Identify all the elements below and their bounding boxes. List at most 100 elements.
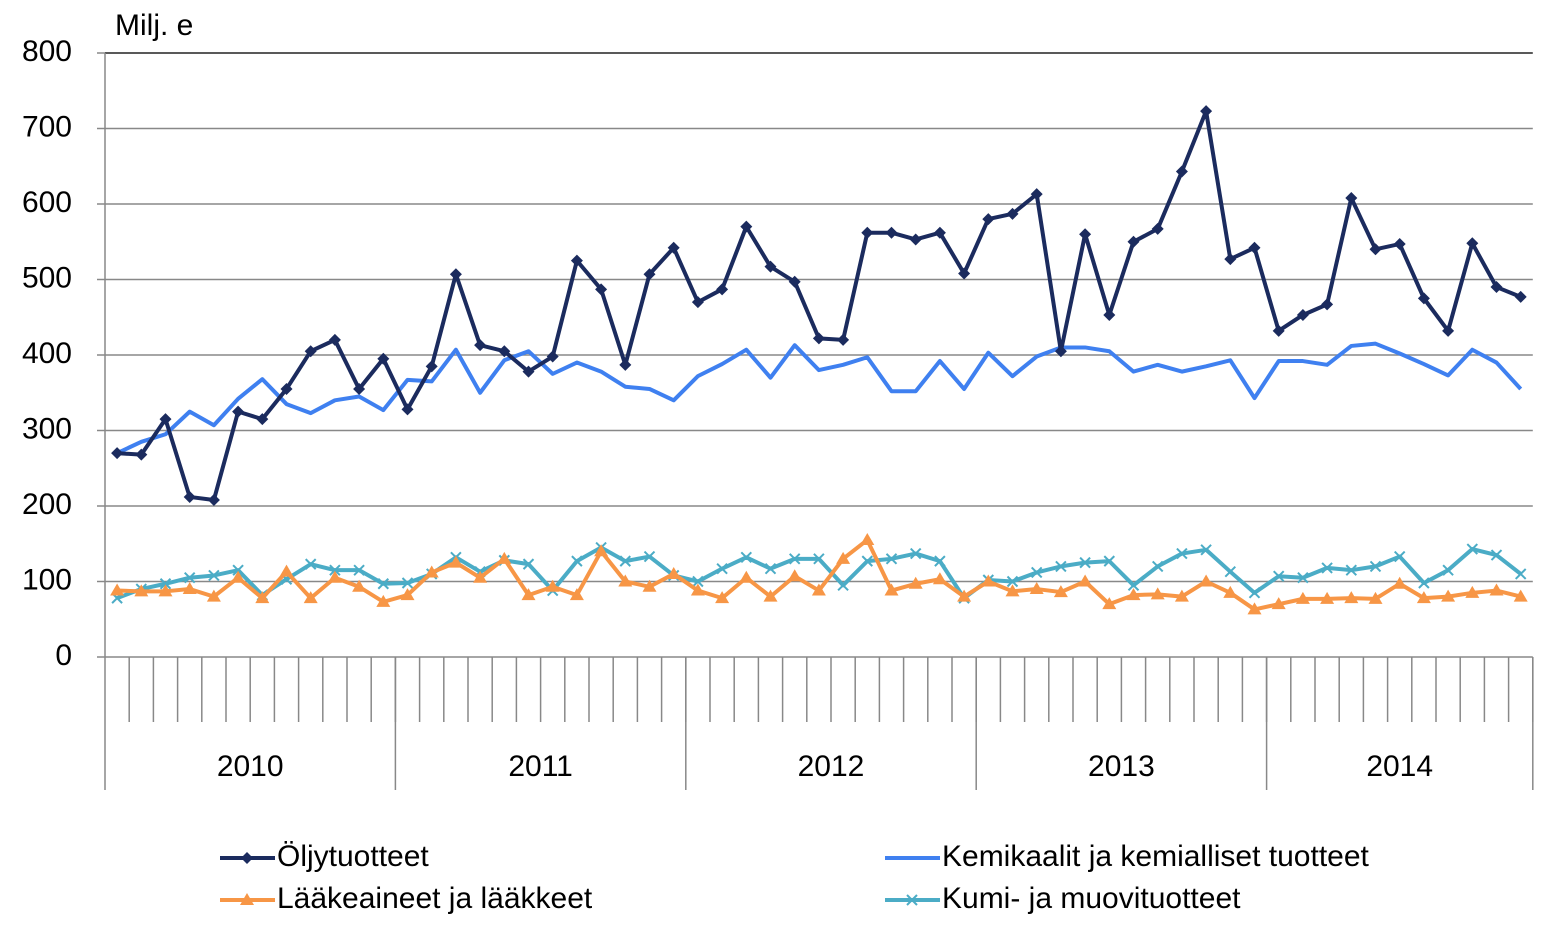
- marker: [255, 591, 270, 604]
- marker: [571, 555, 583, 567]
- marker: [1127, 579, 1140, 591]
- group-label: 2010: [217, 750, 284, 783]
- marker: [739, 570, 754, 583]
- marker: [691, 296, 704, 309]
- marker: [1345, 564, 1358, 576]
- marker: [304, 345, 317, 358]
- marker: [981, 574, 996, 587]
- marker: [643, 268, 656, 281]
- marker: [1297, 572, 1309, 584]
- marker: [1079, 556, 1091, 569]
- y-tick-label: 0: [55, 639, 72, 672]
- y-tick-label: 200: [22, 488, 72, 521]
- marker: [860, 532, 875, 545]
- marker: [1490, 281, 1503, 294]
- marker: [595, 283, 608, 296]
- marker: [982, 213, 995, 226]
- marker: [546, 350, 559, 363]
- marker: [642, 579, 657, 592]
- marker: [1345, 191, 1358, 204]
- marker: [231, 570, 246, 583]
- marker: [1029, 582, 1044, 595]
- marker: [497, 551, 512, 564]
- marker: [1247, 602, 1262, 615]
- marker: [692, 575, 704, 588]
- marker: [353, 564, 365, 576]
- group-label: 2011: [508, 750, 573, 783]
- marker: [256, 413, 269, 426]
- marker: [811, 583, 826, 596]
- marker: [135, 448, 148, 461]
- marker: [1271, 597, 1286, 610]
- marker: [932, 572, 947, 585]
- marker: [240, 893, 254, 905]
- marker: [643, 550, 656, 563]
- marker: [909, 233, 922, 246]
- marker: [1103, 555, 1116, 567]
- marker: [1102, 597, 1117, 610]
- marker: [159, 578, 172, 590]
- marker: [619, 358, 632, 371]
- marker: [448, 555, 463, 568]
- marker: [861, 555, 874, 567]
- marker: [1006, 207, 1019, 220]
- marker: [522, 558, 535, 570]
- y-tick-label: 100: [22, 563, 72, 596]
- marker: [764, 260, 777, 273]
- marker: [522, 365, 535, 378]
- marker: [764, 562, 777, 575]
- marker: [1295, 591, 1310, 604]
- y-tick-label: 400: [22, 337, 72, 370]
- marker: [183, 490, 196, 503]
- marker: [1200, 544, 1212, 556]
- marker: [304, 558, 317, 570]
- marker: [906, 894, 918, 906]
- marker: [1055, 560, 1067, 573]
- y-tick-label: 600: [22, 186, 72, 219]
- marker: [1442, 324, 1455, 337]
- marker: [1078, 574, 1093, 587]
- legend-label: Kemikaalit ja kemialliset tuotteet: [942, 840, 1370, 873]
- marker: [1393, 550, 1406, 563]
- marker: [1248, 587, 1261, 599]
- marker: [788, 275, 801, 288]
- marker: [1151, 222, 1164, 235]
- marker: [836, 551, 851, 564]
- legend-label: Kumi- ja muovituotteet: [942, 882, 1241, 915]
- marker: [352, 579, 367, 592]
- marker: [1369, 243, 1382, 256]
- marker: [690, 583, 705, 596]
- marker: [1005, 584, 1020, 597]
- marker: [134, 584, 149, 597]
- group-label: 2012: [798, 750, 865, 783]
- marker: [110, 583, 125, 596]
- marker: [232, 564, 244, 576]
- marker: [812, 332, 825, 345]
- marker: [1176, 547, 1188, 560]
- marker: [400, 588, 415, 601]
- marker: [182, 582, 197, 595]
- marker: [1442, 564, 1454, 576]
- marker: [241, 852, 253, 864]
- marker: [1296, 308, 1309, 321]
- marker: [1224, 253, 1237, 266]
- legend-label: Öljytuotteet: [277, 840, 429, 873]
- marker: [570, 254, 583, 267]
- marker: [1321, 298, 1334, 311]
- marker: [716, 562, 728, 575]
- marker: [327, 570, 342, 583]
- marker: [1514, 290, 1527, 303]
- marker: [1418, 577, 1430, 589]
- marker: [594, 544, 609, 557]
- marker: [1127, 235, 1140, 248]
- marker: [449, 268, 462, 281]
- marker: [498, 345, 511, 358]
- marker: [837, 579, 849, 591]
- series-line: [116, 109, 1522, 502]
- marker: [1006, 575, 1019, 588]
- marker: [376, 594, 391, 607]
- group-label: 2014: [1366, 750, 1433, 783]
- marker: [666, 566, 681, 579]
- marker: [1417, 292, 1430, 305]
